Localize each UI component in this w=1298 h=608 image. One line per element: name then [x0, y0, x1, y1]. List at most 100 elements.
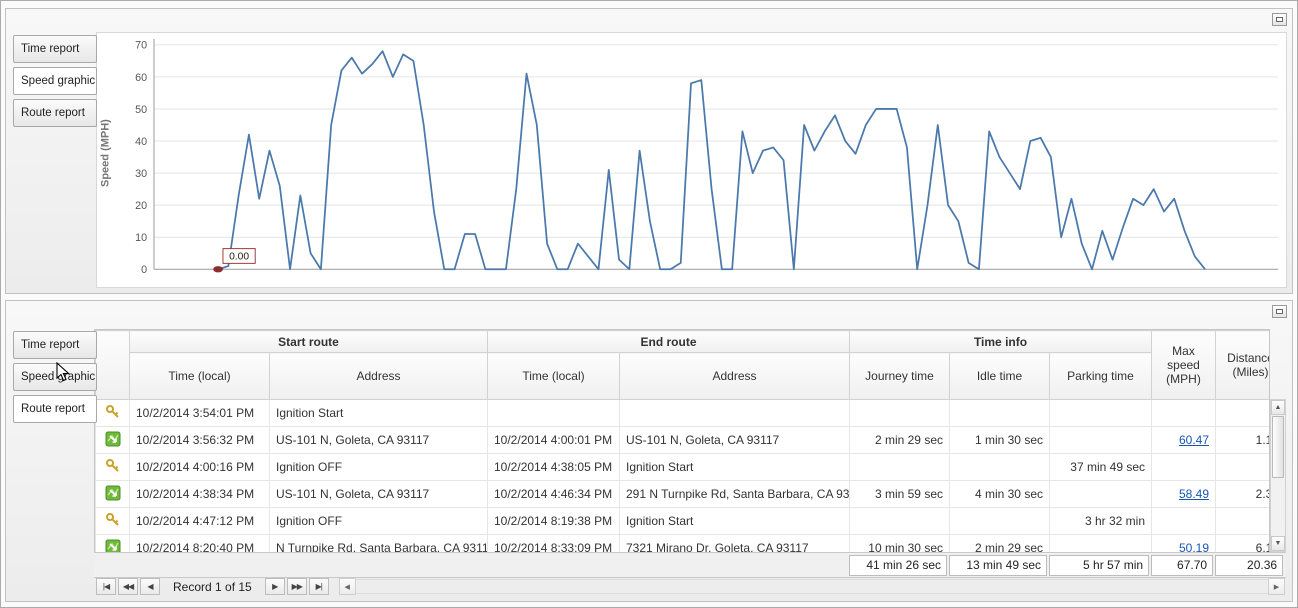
next-page-button[interactable]: ▶▶ [286, 578, 307, 595]
top-tabstrip: Time report Speed graphic Route report [13, 35, 97, 131]
tab-speed-graphic[interactable]: Speed graphic [13, 363, 97, 391]
collapse-panel-button[interactable] [1272, 305, 1287, 318]
scroll-down-icon[interactable]: ▼ [1271, 536, 1285, 551]
header-max-speed[interactable]: Max speed (MPH) [1151, 330, 1217, 400]
cell-idle-time [949, 399, 1050, 427]
tab-speed-graphic[interactable]: Speed graphic [13, 67, 97, 95]
cell-end-address: 7321 Mirano Dr, Goleta, CA 93117 [619, 534, 850, 552]
route-table-region: Start route End route Time info Max spee… [94, 329, 1270, 552]
cell-end-address: Ignition Start [619, 453, 850, 481]
collapse-icon [1276, 309, 1283, 314]
svg-text:70: 70 [135, 40, 147, 52]
key-icon [105, 458, 119, 472]
cell-end-address: 291 N Turnpike Rd, Santa Barbara, CA 931… [619, 480, 850, 508]
cell-end-address [619, 399, 850, 427]
cell-end-address: US-101 N, Goleta, CA 93117 [619, 426, 850, 454]
cell-start-address: US-101 N, Goleta, CA 93117 [269, 480, 488, 508]
tab-route-report[interactable]: Route report [13, 395, 97, 423]
cell-parking-time [1048, 399, 1153, 427]
table-row[interactable]: 10/2/2014 4:47:12 PM Ignition OFF 10/2/2… [95, 507, 1269, 535]
tab-time-report[interactable]: Time report [13, 35, 97, 63]
last-record-button[interactable]: ▶| [308, 578, 329, 595]
route-table: Start route End route Time info Max spee… [95, 330, 1269, 552]
svg-text:20: 20 [135, 200, 147, 212]
prev-page-button[interactable]: ◀◀ [118, 578, 138, 595]
cell-distance [1215, 453, 1269, 481]
header-start-time[interactable]: Time (local) [129, 352, 270, 400]
speed-chart: Speed (MPH) 0 10 20 30 40 50 60 70 0.00 [96, 32, 1287, 288]
cell-end-time: 10/2/2014 4:00:01 PM [487, 426, 620, 454]
max-speed-link[interactable]: 60.47 [1178, 433, 1210, 447]
cell-parking-time: 3 hr 32 min [1048, 507, 1153, 535]
header-group-time-info[interactable]: Time info [848, 330, 1153, 353]
cell-end-address: Ignition Start [619, 507, 850, 535]
table-row[interactable]: 10/2/2014 8:20:40 PM N Turnpike Rd, Sant… [95, 534, 1269, 552]
collapse-panel-button[interactable] [1272, 13, 1287, 26]
summary-distance: 20.36 [1215, 555, 1284, 576]
cell-start-address: Ignition OFF [269, 453, 488, 481]
cell-parking-time: 37 min 49 sec [1048, 453, 1153, 481]
speed-graphic-panel: Time report Speed graphic Route report S… [5, 8, 1293, 294]
cell-journey-time [849, 399, 950, 427]
table-row[interactable]: 10/2/2014 4:00:16 PM Ignition OFF 10/2/2… [95, 453, 1269, 481]
summary-max-speed: 67.70 [1151, 555, 1214, 576]
max-speed-link[interactable]: 50.19 [1178, 541, 1210, 552]
header-parking-time[interactable]: Parking time [1048, 352, 1153, 400]
svg-text:10: 10 [135, 232, 147, 244]
hscrollbar-track[interactable] [355, 579, 1268, 594]
header-distance[interactable]: Distance (Miles) [1215, 330, 1269, 400]
header-start-address[interactable]: Address [269, 352, 488, 400]
speed-line-chart: 0 10 20 30 40 50 60 70 0.00 [135, 38, 1279, 276]
cell-start-address: Ignition OFF [269, 507, 488, 535]
svg-text:0.00: 0.00 [229, 251, 249, 262]
cell-distance: 6.18 [1215, 534, 1269, 552]
cell-start-address: Ignition Start [269, 399, 488, 427]
header-journey-time[interactable]: Journey time [849, 352, 950, 400]
cell-max-speed [1151, 507, 1217, 535]
header-group-end-route[interactable]: End route [487, 330, 850, 353]
table-row[interactable]: 10/2/2014 4:38:34 PM US-101 N, Goleta, C… [95, 480, 1269, 508]
svg-text:50: 50 [135, 104, 147, 116]
scroll-up-icon[interactable]: ▲ [1271, 400, 1285, 415]
vertical-scrollbar[interactable]: ▲ ▼ [1270, 399, 1286, 552]
record-navigator: |◀ ◀◀ ◀ Record 1 of 15 ▶ ▶▶ ▶| ◀ ▶ [94, 576, 1287, 597]
tab-time-report[interactable]: Time report [13, 331, 97, 359]
scroll-right-icon[interactable]: ▶ [1268, 578, 1285, 595]
prev-record-button[interactable]: ◀ [140, 578, 160, 595]
max-speed-link[interactable]: 58.49 [1178, 487, 1210, 501]
svg-text:60: 60 [135, 72, 147, 84]
cell-end-time: 10/2/2014 8:33:09 PM [487, 534, 620, 552]
tab-route-report[interactable]: Route report [13, 99, 97, 127]
horizontal-scrollbar[interactable]: ◀ ▶ [338, 578, 1285, 595]
cell-end-time: 10/2/2014 4:46:34 PM [487, 480, 620, 508]
cell-start-time: 10/2/2014 8:20:40 PM [129, 534, 270, 552]
header-idle-time[interactable]: Idle time [949, 352, 1050, 400]
first-record-button[interactable]: |◀ [96, 578, 116, 595]
cell-idle-time [949, 507, 1050, 535]
cell-start-time: 10/2/2014 4:47:12 PM [129, 507, 270, 535]
cell-journey-time [849, 507, 950, 535]
cell-start-address: N Turnpike Rd, Santa Barbara, CA 93111 [269, 534, 488, 552]
summary-parking-time: 5 hr 57 min [1049, 555, 1150, 576]
svg-text:40: 40 [135, 136, 147, 148]
svg-text:0: 0 [141, 264, 147, 276]
table-row[interactable]: 10/2/2014 3:56:32 PM US-101 N, Goleta, C… [95, 426, 1269, 454]
cell-journey-time: 2 min 29 sec [849, 426, 950, 454]
cell-end-time [487, 399, 620, 427]
cell-journey-time: 10 min 30 sec [849, 534, 950, 552]
scrollbar-track[interactable] [1271, 415, 1285, 536]
header-end-address[interactable]: Address [619, 352, 850, 400]
scroll-left-icon[interactable]: ◀ [338, 578, 356, 595]
summary-row: 41 min 26 sec 13 min 49 sec 5 hr 57 min … [94, 552, 1286, 578]
cell-distance [1215, 507, 1269, 535]
header-end-time[interactable]: Time (local) [487, 352, 620, 400]
next-record-button[interactable]: ▶ [264, 578, 285, 595]
cell-max-speed [1151, 399, 1217, 427]
table-row[interactable]: 10/2/2014 3:54:01 PM Ignition Start [95, 399, 1269, 427]
header-group-start-route[interactable]: Start route [129, 330, 488, 353]
cell-start-time: 10/2/2014 3:56:32 PM [129, 426, 270, 454]
cell-max-speed [1151, 453, 1217, 481]
scrollbar-thumb[interactable] [1272, 416, 1284, 478]
collapse-icon [1276, 17, 1283, 22]
